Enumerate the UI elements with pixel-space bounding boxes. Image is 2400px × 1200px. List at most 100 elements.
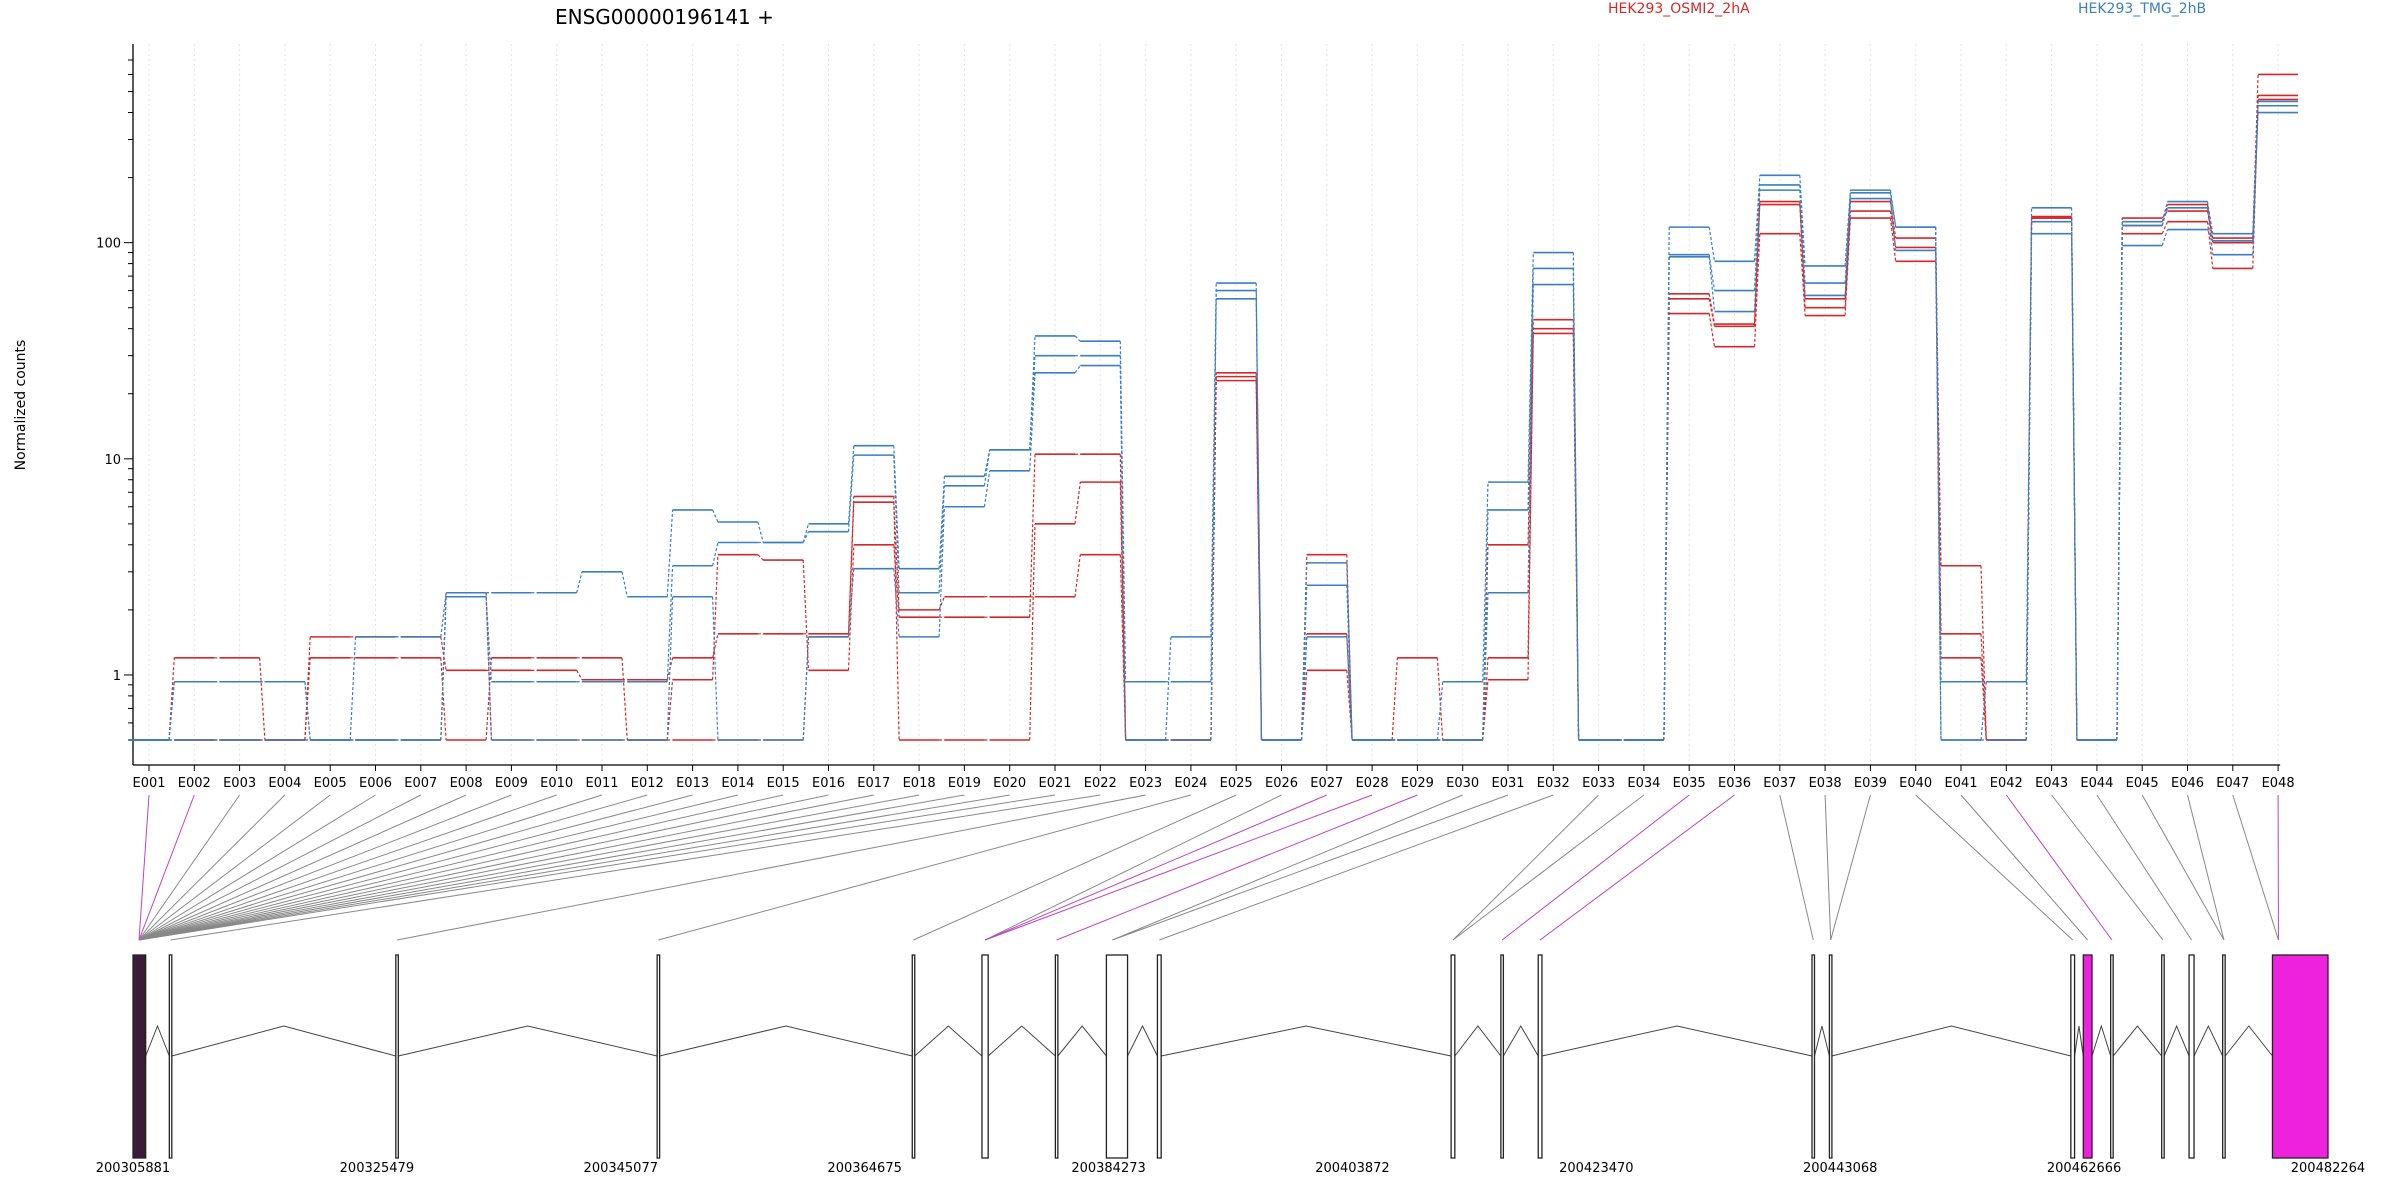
series-transition bbox=[1799, 233, 1806, 316]
genomic-coord-label: 200403872 bbox=[1315, 1161, 1389, 1176]
series-transition bbox=[1074, 554, 1081, 597]
series-transition bbox=[1029, 523, 1036, 741]
intron-line bbox=[659, 1025, 913, 1057]
series-transition bbox=[757, 521, 764, 543]
exon-label-e030: E030 bbox=[1446, 776, 1479, 791]
series-transition bbox=[1119, 365, 1127, 741]
series-transition bbox=[938, 596, 945, 611]
series-transition bbox=[802, 560, 810, 671]
series-transition bbox=[1391, 657, 1398, 741]
series-transition bbox=[802, 531, 810, 543]
series-transition bbox=[1844, 190, 1851, 267]
exon-label-e046: E046 bbox=[2171, 776, 2204, 791]
exon-label-e006: E006 bbox=[359, 776, 392, 791]
series-transition bbox=[1482, 482, 1489, 682]
intron-line bbox=[171, 1025, 396, 1057]
exon-connector bbox=[138, 794, 693, 941]
exon-label-e023: E023 bbox=[1129, 776, 1162, 791]
series-transition bbox=[1889, 190, 1897, 228]
series-transition bbox=[2025, 233, 2033, 741]
series-transition bbox=[1753, 204, 1761, 327]
exon-block bbox=[911, 954, 916, 1159]
exon-block bbox=[2070, 954, 2076, 1159]
exon-label-e048: E048 bbox=[2262, 776, 2295, 791]
exon-connector bbox=[138, 794, 376, 941]
series-transition bbox=[1980, 565, 1987, 741]
series-transition bbox=[1482, 509, 1489, 741]
series-transition bbox=[893, 455, 900, 593]
series-transition bbox=[1482, 657, 1489, 741]
series-transition bbox=[1527, 252, 1534, 483]
series-transition bbox=[983, 470, 991, 507]
series-transition bbox=[304, 681, 311, 741]
series-transition bbox=[1889, 201, 1897, 239]
series-transition bbox=[666, 565, 674, 682]
series-transition bbox=[1572, 284, 1580, 741]
exon-label-e013: E013 bbox=[676, 776, 709, 791]
series-transition bbox=[1753, 233, 1761, 347]
series-transition bbox=[1527, 268, 1534, 510]
exon-connector bbox=[138, 794, 603, 941]
vertical-gridlines bbox=[148, 44, 2279, 765]
series-transition bbox=[2161, 210, 2168, 219]
exon-connector bbox=[138, 794, 422, 941]
exon-label-e017: E017 bbox=[857, 776, 890, 791]
series-transition bbox=[2206, 221, 2214, 269]
series-transition bbox=[1210, 298, 1217, 741]
series-transition bbox=[259, 657, 266, 741]
series-transition bbox=[440, 657, 447, 741]
exon-connector bbox=[138, 794, 648, 941]
series-transition bbox=[485, 592, 492, 741]
series-transition bbox=[1708, 256, 1716, 312]
exon-connector bbox=[138, 794, 739, 941]
series-transition bbox=[1799, 184, 1806, 284]
axes: 1 10 100 bbox=[96, 44, 2281, 766]
series-transition bbox=[1346, 633, 1353, 741]
series-transition bbox=[1119, 454, 1127, 741]
intron-line bbox=[398, 1025, 658, 1057]
series-transition bbox=[938, 506, 945, 637]
y-axis-label: Normalized counts bbox=[13, 340, 29, 471]
exon-connector bbox=[1159, 794, 1554, 941]
exon-label-e031: E031 bbox=[1491, 776, 1524, 791]
series-transition bbox=[1708, 313, 1716, 347]
series-transition bbox=[2206, 210, 2214, 239]
exon-connector bbox=[138, 794, 1010, 941]
series-transition bbox=[168, 681, 175, 741]
series-transition bbox=[1663, 256, 1670, 741]
exon-label-e027: E027 bbox=[1310, 776, 1343, 791]
exon-block bbox=[1828, 954, 1833, 1159]
genomic-coord-label: 200325479 bbox=[340, 1161, 414, 1176]
intron-line bbox=[914, 1025, 983, 1057]
series-transition bbox=[1346, 636, 1353, 741]
exon-connector bbox=[138, 794, 195, 941]
series-transition bbox=[1300, 636, 1308, 741]
series-transition bbox=[1029, 355, 1036, 450]
series-transition bbox=[1029, 372, 1036, 471]
exon-connector bbox=[2096, 794, 2192, 941]
genomic-coord-label: 200305881 bbox=[96, 1161, 170, 1176]
series-transition bbox=[2206, 207, 2214, 255]
exon-connector bbox=[138, 794, 874, 941]
series-transition bbox=[847, 502, 855, 637]
exon-label-e018: E018 bbox=[903, 776, 936, 791]
exon-connector bbox=[2005, 794, 2113, 941]
exon-connector bbox=[1452, 794, 1599, 941]
exon-label-e036: E036 bbox=[1718, 776, 1751, 791]
series-transition bbox=[1572, 268, 1580, 741]
genomic-coord-label: 200443068 bbox=[1803, 1161, 1877, 1176]
exon-block bbox=[981, 954, 989, 1159]
exon-block bbox=[1500, 954, 1505, 1159]
series-transition bbox=[168, 657, 175, 741]
genomic-coord-label: 200423470 bbox=[1559, 1161, 1633, 1176]
series-transition bbox=[168, 681, 175, 741]
series-transition bbox=[1980, 633, 1987, 741]
exon-block bbox=[2188, 954, 2195, 1159]
series-transition bbox=[1889, 192, 1897, 228]
genomic-coord-label: 200462666 bbox=[2047, 1161, 2121, 1176]
exon-label-e004: E004 bbox=[268, 776, 301, 791]
exon-connector bbox=[138, 794, 784, 941]
intron-line bbox=[2224, 1025, 2273, 1057]
series-transition bbox=[304, 657, 311, 741]
